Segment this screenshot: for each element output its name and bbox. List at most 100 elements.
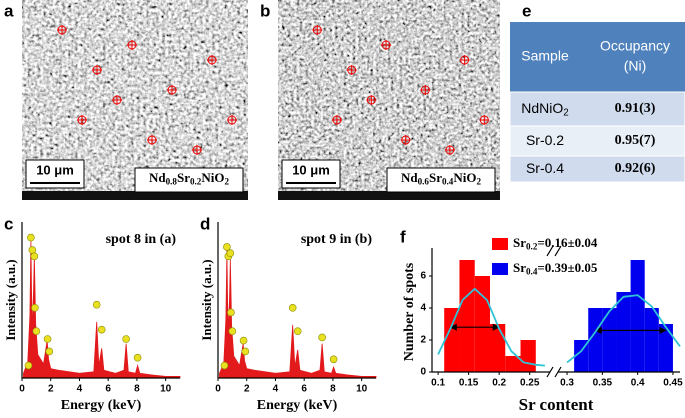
x-tick-label: 0.3	[560, 378, 574, 389]
table-row-bg	[509, 91, 685, 127]
panel-label: f	[400, 227, 406, 246]
histogram-bar	[459, 260, 475, 372]
x-tick-label: 6	[105, 384, 111, 395]
formula-box	[386, 167, 496, 193]
spot-cross	[77, 115, 87, 125]
subscript: 0.6	[418, 176, 430, 186]
spot-cross	[459, 55, 470, 65]
formula: Sr-0.2	[526, 132, 564, 148]
peak-marker	[228, 327, 237, 336]
peak-marker	[223, 243, 231, 251]
peak-marker	[43, 335, 52, 343]
peak-marker	[30, 252, 39, 261]
x-tick-label: 10	[356, 384, 368, 395]
table-row-bg	[509, 125, 685, 157]
peak-marker	[226, 249, 235, 257]
spot-cross	[312, 25, 323, 35]
subscript: 2	[563, 107, 568, 118]
peak-marker	[24, 361, 33, 370]
x-axis-label: Energy (keV)	[61, 398, 142, 413]
panel-label: b	[260, 1, 270, 20]
peak-marker	[122, 335, 130, 343]
text-part: Sr	[177, 170, 190, 185]
peak-marker	[288, 303, 297, 312]
x-tick-label: 0.4	[631, 378, 645, 389]
x-tick-label: 0.35	[593, 378, 613, 389]
x-tick-label: 0.2	[492, 378, 506, 389]
formula: Nd0.8Sr0.2NiO2	[149, 170, 230, 186]
x-tick-label: 6	[301, 384, 307, 395]
x-tick-label: 2	[48, 384, 54, 395]
scale-bar-label: 10 μm	[36, 162, 74, 177]
y-tick-label: 2	[420, 335, 426, 346]
table-header: Occupancy	[600, 38, 670, 54]
table-row-bg	[509, 155, 685, 183]
peak-marker	[293, 327, 302, 336]
x-tick-label: 8	[134, 384, 140, 395]
spot-cross	[207, 55, 217, 65]
spot-cross	[147, 135, 157, 145]
spot-cross	[400, 135, 411, 145]
y-axis-label: Number of spots	[402, 262, 417, 361]
spot-cross	[346, 65, 357, 75]
spot-cross	[479, 115, 490, 125]
peak-marker	[241, 347, 250, 356]
histogram-bar	[630, 260, 645, 372]
spot-cross	[127, 40, 137, 50]
spot-cross	[444, 145, 455, 155]
spot-cross	[112, 95, 122, 105]
panel-label: c	[4, 214, 13, 233]
y-tick-label: 4	[420, 303, 426, 314]
peak-marker	[92, 300, 101, 309]
subscript: 0.8	[166, 176, 178, 186]
y-tick-label: 0	[420, 367, 426, 378]
x-tick-label: 4	[77, 384, 83, 395]
peak-marker	[32, 327, 41, 336]
x-tick-label: 8	[330, 384, 336, 395]
panel-label: e	[522, 1, 531, 20]
subscript: 2	[224, 176, 229, 186]
formula: NdNiO2	[521, 100, 568, 118]
y-axis-label: Intensity (a.u.)	[3, 259, 18, 340]
peak-marker	[318, 333, 326, 342]
text-part: Sr	[513, 260, 526, 275]
x-tick-label: 0.25	[520, 378, 540, 389]
subscript: 0.2	[526, 241, 538, 251]
scale-bar-label: 10 μm	[292, 162, 330, 177]
annotation: spot 9 in (b)	[301, 232, 373, 247]
spot-cross	[381, 40, 392, 50]
histogram-bar	[490, 324, 506, 372]
peak-marker	[28, 246, 37, 254]
subscript: 0.4	[526, 266, 538, 276]
fit-curve	[437, 287, 546, 367]
annotation: spot 8 in (a)	[106, 232, 177, 247]
peak-marker	[97, 325, 106, 334]
subscript: 0.4	[442, 176, 454, 186]
x-tick-label: 0	[215, 384, 221, 395]
text-part: =0.39±0.05	[537, 260, 598, 275]
text-part: Sr	[513, 235, 526, 250]
histogram-bar	[616, 292, 631, 372]
x-tick-label: 10	[160, 384, 172, 395]
peak-marker	[45, 347, 54, 356]
text-part: NiO	[453, 170, 476, 185]
subscript: 0.2	[190, 176, 202, 186]
peak-marker	[27, 233, 35, 242]
spot-cross	[366, 95, 377, 105]
text-part: Sr	[429, 170, 442, 185]
y-axis-label: Intensity (a.u.)	[199, 259, 214, 340]
spectrum	[23, 240, 181, 379]
x-tick-label: 0.1	[431, 378, 445, 389]
peak-marker	[220, 361, 229, 370]
text-part: NiO	[201, 170, 224, 185]
peak-marker	[133, 353, 142, 362]
formula: Sr-0.4	[526, 160, 564, 176]
histogram-bar	[505, 356, 521, 372]
text-part: =0.16±0.04	[537, 235, 598, 250]
formula-box	[134, 167, 244, 193]
peak-marker	[329, 355, 338, 364]
histogram-bar	[644, 308, 659, 372]
spot-cross	[92, 65, 102, 75]
table-header-bg	[510, 22, 685, 92]
panel-label: d	[200, 214, 210, 233]
